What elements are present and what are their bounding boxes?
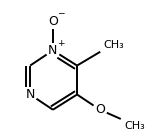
Text: CH₃: CH₃	[124, 121, 145, 131]
Text: CH₃: CH₃	[103, 40, 124, 50]
Text: N: N	[26, 88, 35, 101]
Text: N: N	[48, 44, 58, 57]
Text: +: +	[57, 39, 65, 48]
Text: −: −	[57, 9, 65, 18]
Text: O: O	[48, 15, 58, 28]
Text: O: O	[95, 103, 105, 116]
